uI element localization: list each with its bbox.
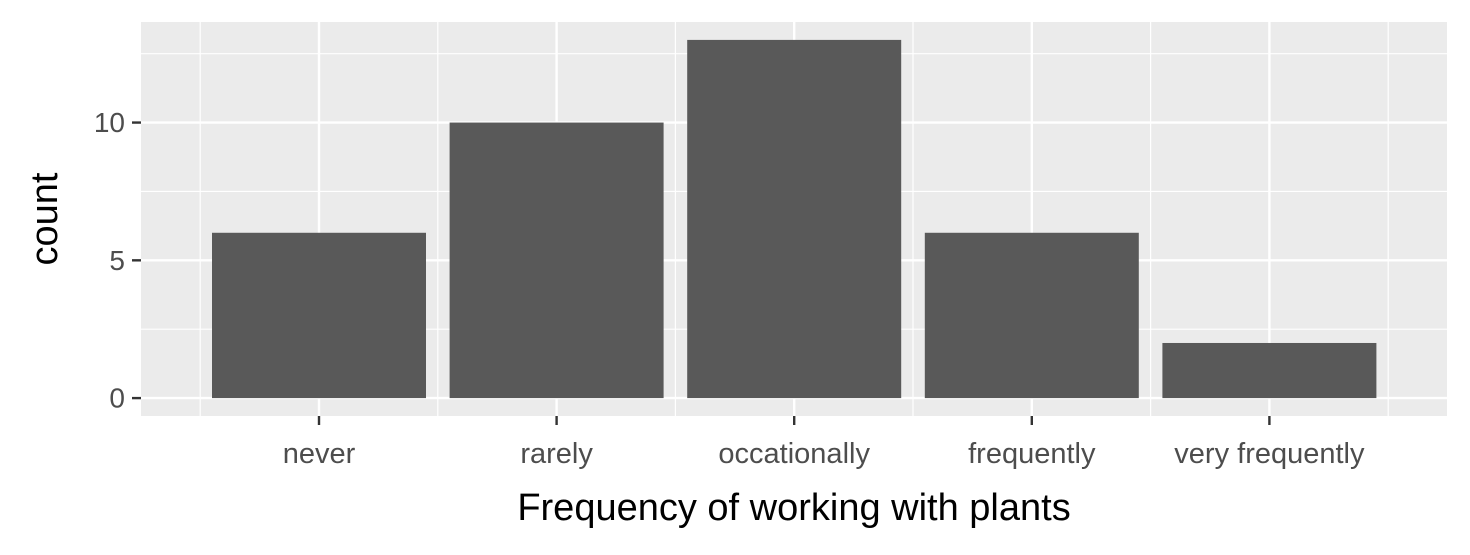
y-tick-label: 0 [109,383,125,414]
bar [449,122,664,399]
bar [1162,342,1377,399]
y-axis: 0 5 10 [94,107,141,414]
x-tick-label: occationally [718,438,870,470]
bar [212,232,426,399]
bars-group [212,39,1377,399]
x-axis-title: Frequency of working with plants [517,487,1070,529]
bar [687,39,902,399]
x-tick-label: rarely [520,438,593,470]
x-tick-label: very frequently [1174,438,1365,470]
y-axis-title: count [24,172,66,265]
y-tick-label: 10 [94,107,125,138]
y-tick-label: 5 [109,245,125,276]
x-axis: never rarely occationally frequently very fr… [283,416,1365,470]
x-tick-label: frequently [968,438,1096,470]
bar [924,232,1139,399]
x-tick-label: never [283,438,356,470]
